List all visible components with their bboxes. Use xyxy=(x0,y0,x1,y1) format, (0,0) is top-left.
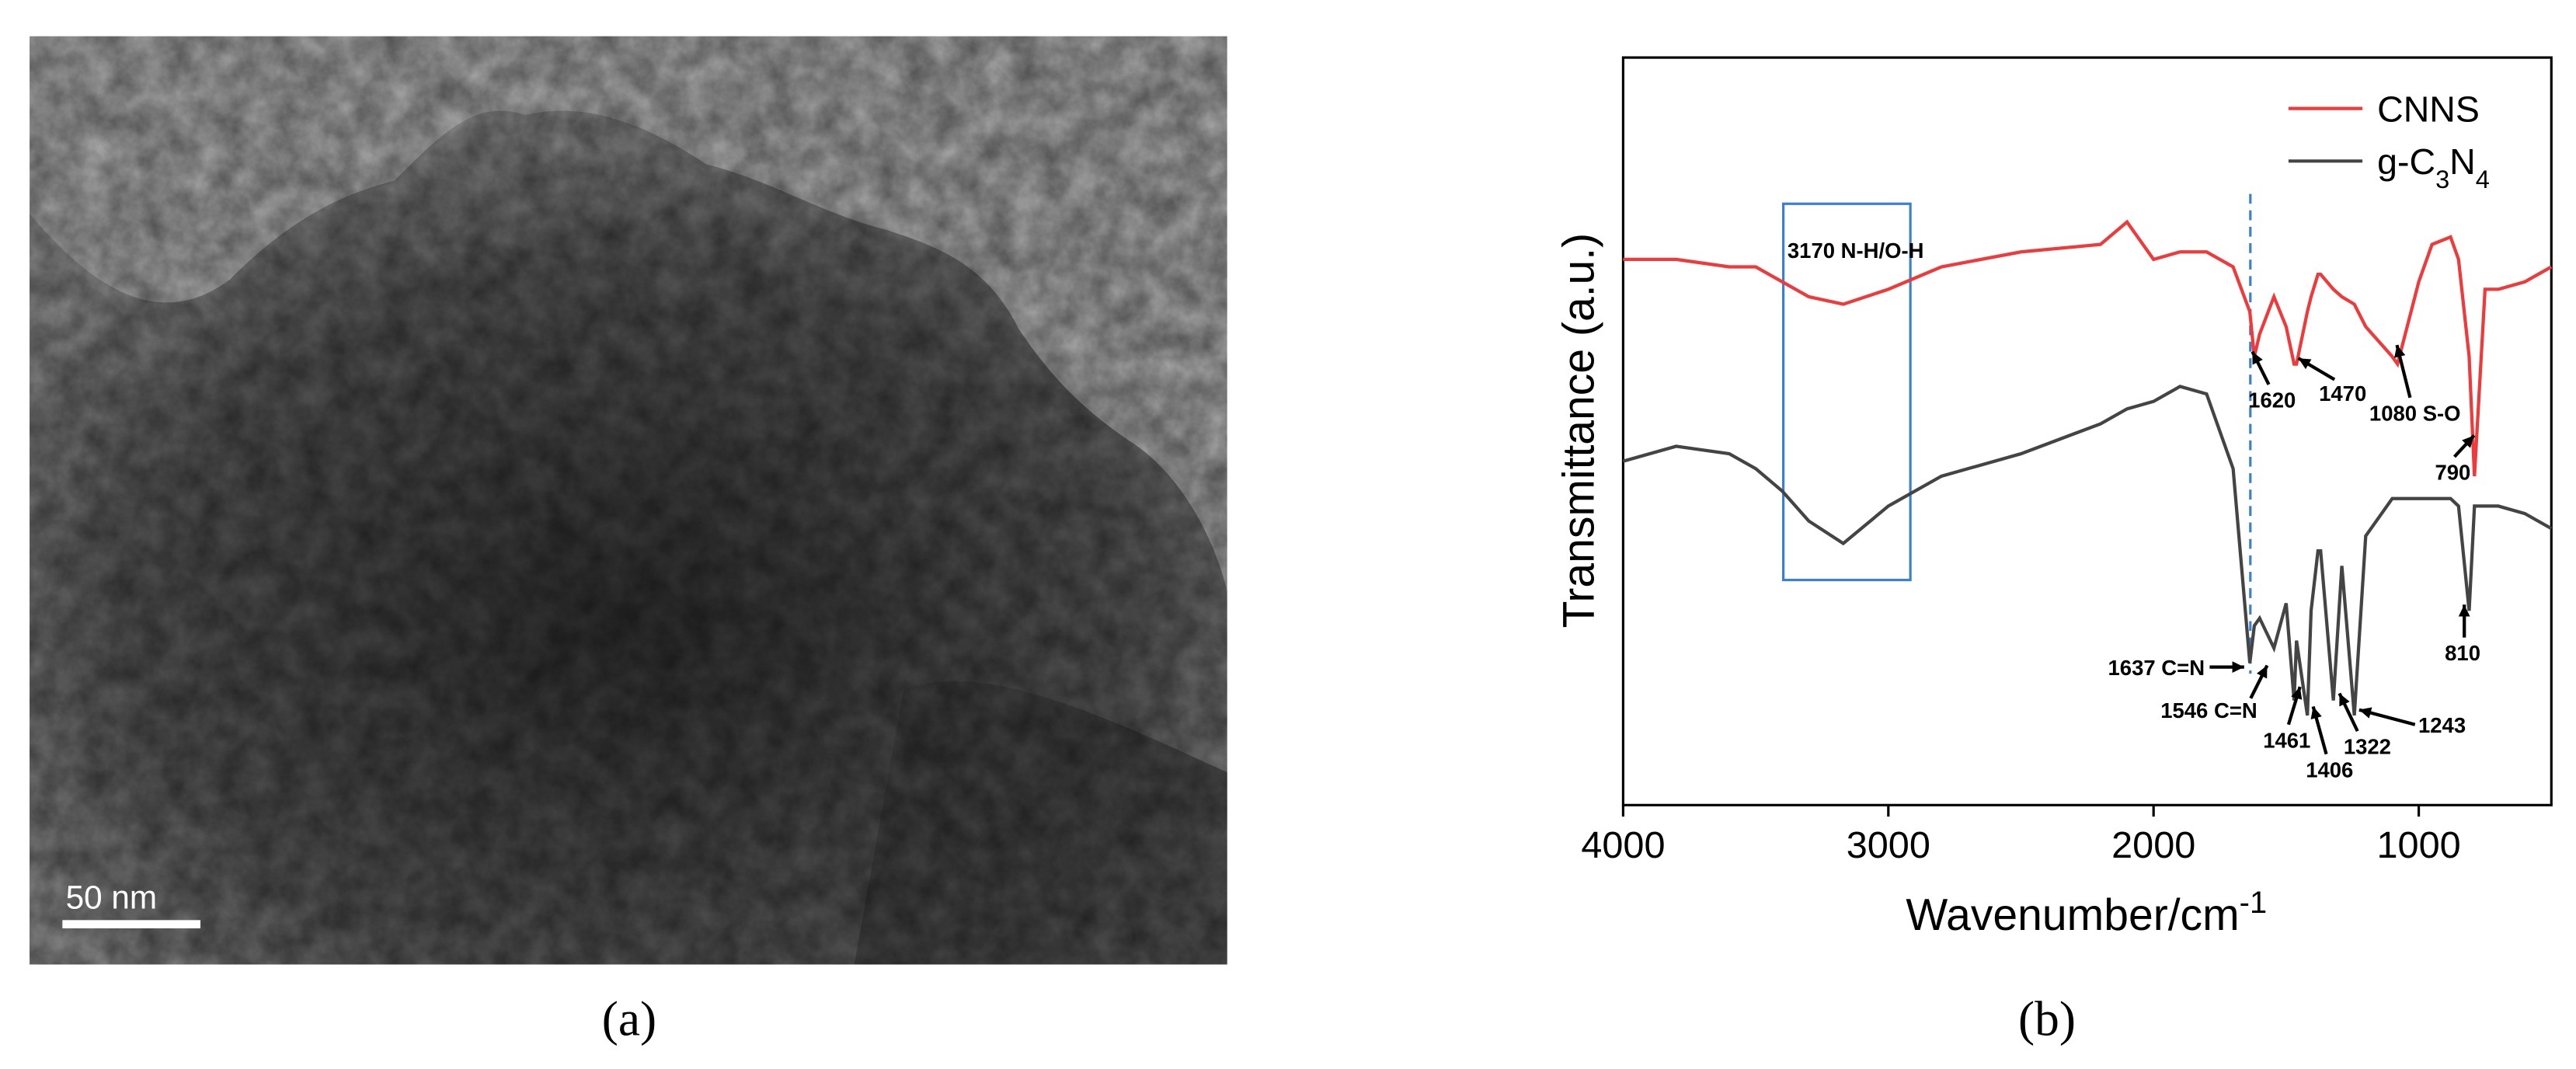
annotation: 1406 xyxy=(2306,757,2353,782)
series-line xyxy=(1622,385,2553,716)
arrow-head xyxy=(2232,661,2244,674)
annotation: 1637 C=N xyxy=(2108,656,2205,680)
annotation: 810 xyxy=(2445,641,2480,665)
x-tick-label: 1000 xyxy=(2376,824,2460,866)
arrow-head xyxy=(2257,665,2268,679)
arrow-head xyxy=(2291,687,2303,700)
x-tick-label: 3000 xyxy=(1847,824,1930,866)
legend-label: CNNS xyxy=(2377,89,2480,130)
arrow-head xyxy=(2358,707,2372,719)
annotation: 1546 C=N xyxy=(2160,698,2257,723)
arrow-head xyxy=(2310,706,2322,720)
annotation: 1620 xyxy=(2248,388,2296,413)
annotation: 1243 xyxy=(2418,713,2466,737)
legend-label: g-C3N4 xyxy=(2377,141,2490,193)
arrow-head xyxy=(2298,358,2312,370)
annotation: 1470 xyxy=(2319,381,2366,406)
scale-bar-label: 50 nm xyxy=(66,879,158,916)
x-axis-label: Wavenumber/cm-1 xyxy=(1906,886,2267,940)
y-axis-label: Transmittance (a.u.) xyxy=(1554,233,1603,629)
caption-a: (a) xyxy=(602,991,656,1046)
scale-bar xyxy=(62,920,201,928)
x-tick-label: 2000 xyxy=(2111,824,2195,866)
annotation: 790 xyxy=(2435,461,2470,485)
arrow-head xyxy=(2462,435,2474,448)
series-line xyxy=(1623,219,2553,477)
highlight-box xyxy=(1782,202,1912,582)
x-tick-label: 4000 xyxy=(1581,824,1665,866)
plot-frame xyxy=(1621,56,2553,806)
arrow-head xyxy=(2458,604,2470,617)
tem-image: 50 nm xyxy=(30,36,1227,965)
arrow-head xyxy=(2252,351,2263,365)
annotation: 3170 N-H/O-H xyxy=(1788,239,1924,263)
annotation: 1080 S-O xyxy=(2369,401,2461,425)
arrow-head xyxy=(2339,693,2350,707)
arrow-head xyxy=(2394,345,2406,358)
annotation: 1461 xyxy=(2263,728,2310,752)
caption-b: (b) xyxy=(2018,991,2076,1046)
annotation: 1322 xyxy=(2344,735,2391,759)
